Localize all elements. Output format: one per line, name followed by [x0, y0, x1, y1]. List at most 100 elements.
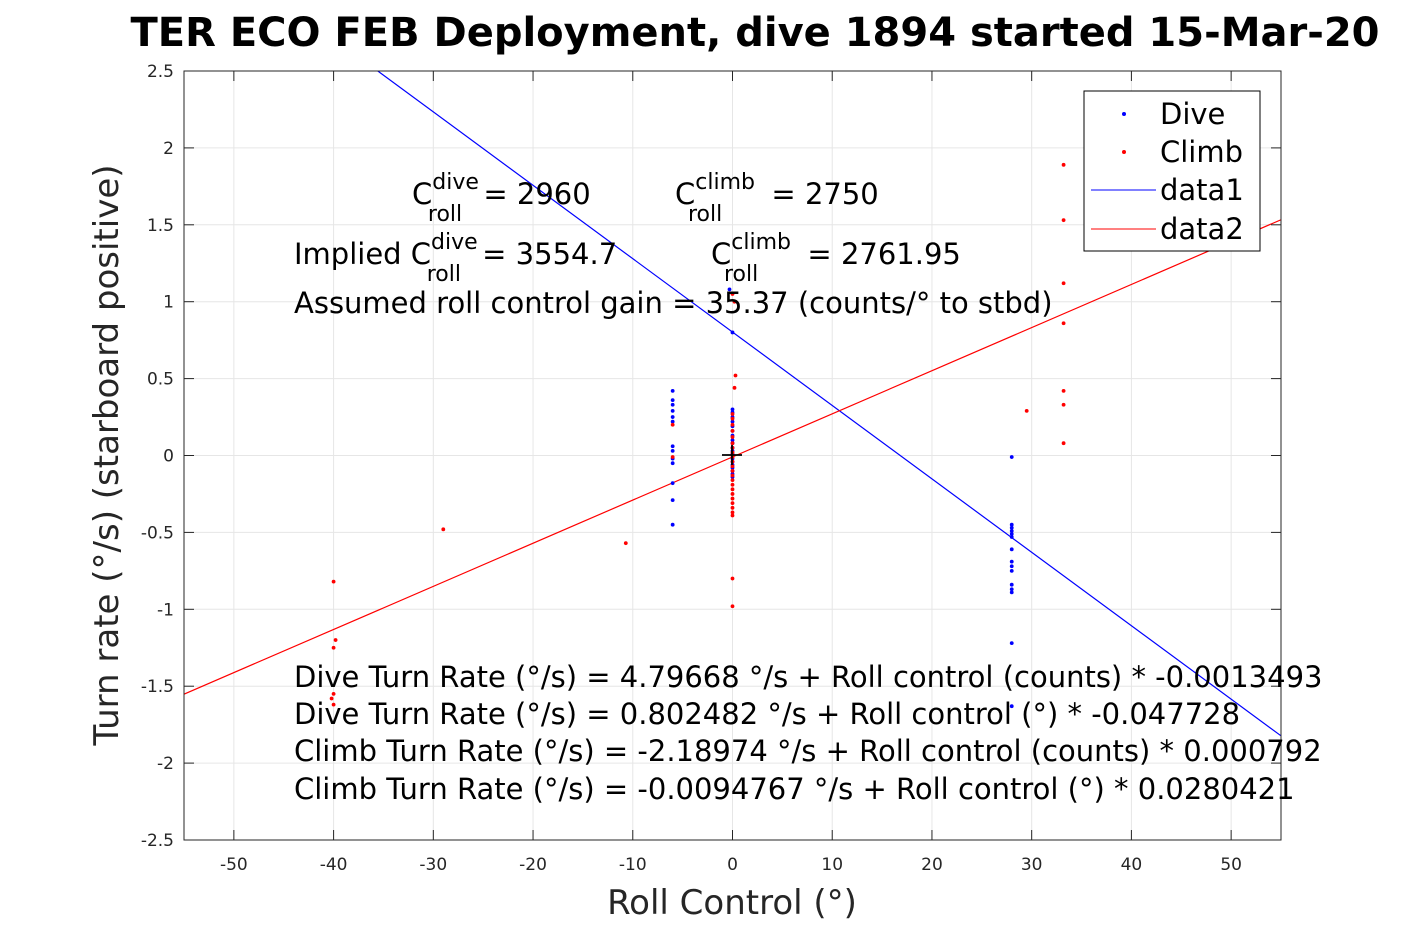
x-tick-label: 0: [727, 855, 738, 875]
dive-point: [1009, 564, 1014, 569]
climb-point: [730, 435, 735, 439]
climb-point: [1024, 408, 1029, 413]
x-tick-label: 50: [1220, 855, 1242, 875]
climb-point: [1061, 281, 1066, 286]
climb-point: [730, 292, 735, 296]
dive-point: [730, 330, 735, 335]
climb-point: [331, 645, 336, 650]
climb-point: [730, 464, 735, 469]
legend-box: [1083, 90, 1261, 252]
dive-point: [1009, 704, 1014, 709]
y-tick-label: -1.5: [141, 677, 174, 697]
y-tick-label: 0.5: [147, 370, 174, 390]
annotation-gain: Assumed roll control gain = 35.37 (count…: [294, 286, 1053, 320]
climb-point: [730, 505, 735, 510]
dive-point: [670, 498, 675, 503]
dive-point: [1009, 532, 1014, 536]
dive-point: [1009, 559, 1014, 564]
x-tick-label: -10: [619, 855, 647, 875]
dive-point: [1009, 455, 1014, 459]
climb-point: [730, 441, 735, 446]
dive-point: [670, 461, 675, 466]
climb-point: [1061, 389, 1066, 393]
climb-point: [333, 638, 338, 642]
climb-point: [1061, 321, 1066, 326]
dive-point: [1009, 641, 1014, 646]
dive-point: [670, 389, 675, 393]
annotation-eq3: Climb Turn Rate (°/s) = -2.18974 °/s + R…: [294, 734, 1322, 768]
legend-climb-label: Climb: [1160, 135, 1243, 169]
climb-point: [730, 473, 735, 478]
climb-point: [730, 468, 735, 473]
dive-point: [1009, 547, 1014, 552]
dive-point: [1009, 522, 1014, 527]
y-tick-label: -0.5: [141, 523, 174, 543]
climb-point: [1061, 218, 1066, 223]
dive-point: [730, 419, 735, 424]
annotation-eq1: Dive Turn Rate (°/s) = 4.79668 °/s + Rol…: [294, 660, 1322, 694]
y-tick-label: 1.5: [147, 216, 174, 236]
x-tick-label: 20: [921, 855, 943, 875]
climb-point: [331, 702, 336, 707]
climb-point: [730, 428, 735, 433]
origin-marker: [722, 445, 742, 465]
legend-dive-marker: [1122, 112, 1126, 116]
climb-point: [1061, 162, 1066, 167]
climb-point: [1061, 402, 1066, 407]
climb-point: [1061, 441, 1066, 446]
climb-point: [730, 422, 735, 427]
dive-point: [670, 448, 675, 453]
legend-climb-marker: [1122, 150, 1126, 154]
climb-point: [670, 422, 675, 427]
legend-dive-label: Dive: [1160, 97, 1225, 131]
dive-point: [670, 408, 675, 413]
dive-point: [730, 438, 735, 443]
y-axis-label: Turn rate (°/s) (starboard positive): [87, 164, 127, 746]
climb-point: [730, 496, 735, 501]
climb-point: [441, 527, 446, 532]
dive-point: [1009, 525, 1014, 530]
climb-point: [730, 492, 735, 496]
climb-point: [733, 373, 738, 378]
climb-point: [730, 510, 735, 515]
y-tick-label: 2: [163, 139, 174, 159]
dive-point: [1009, 590, 1014, 595]
chart-title: TER ECO FEB Deployment, dive 1894 starte…: [130, 10, 1379, 56]
climb-point: [732, 385, 737, 390]
x-tick-label: -40: [320, 855, 348, 875]
y-tick-label: 1: [163, 293, 174, 313]
x-tick-label: 10: [821, 855, 843, 875]
legend: Dive Climb data1 data2: [1083, 90, 1261, 252]
y-tick-label: 0: [163, 447, 174, 467]
climb-point: [730, 416, 735, 421]
dive-point: [1009, 582, 1014, 587]
x-tick-label: 30: [1021, 855, 1043, 875]
dive-point: [670, 398, 675, 403]
climb-point: [730, 576, 735, 581]
y-tick-label: 2.5: [147, 62, 174, 82]
climb-point: [730, 501, 735, 506]
dive-point: [670, 415, 675, 419]
y-tick-label: -2: [157, 754, 174, 774]
x-tick-label: 40: [1121, 855, 1143, 875]
x-tick-label: -30: [419, 855, 447, 875]
climb-point: [732, 299, 737, 304]
y-tick-label: -2.5: [141, 831, 174, 851]
annotation-implied-climb: Cclimb roll = 2761.95: [711, 230, 961, 287]
legend-data1-label: data1: [1160, 173, 1244, 207]
dive-point: [670, 419, 675, 424]
dive-point: [1009, 528, 1014, 533]
climb-point: [730, 513, 735, 518]
x-tick-label: -20: [519, 855, 547, 875]
annotation-eq4: Climb Turn Rate (°/s) = -0.0094767 °/s +…: [294, 772, 1295, 806]
climb-point: [730, 412, 735, 416]
dive-point: [670, 444, 675, 449]
x-axis-label: Roll Control (°): [607, 883, 857, 923]
climb-point: [331, 691, 336, 696]
annotation-implied-dive: Implied Cdive roll = 3554.7: [294, 230, 617, 287]
dive-point: [1009, 568, 1014, 573]
dive-point: [670, 522, 675, 527]
annotation-c-roll-climb: Cclimb roll = 2750: [675, 170, 879, 227]
annotation-eq2: Dive Turn Rate (°/s) = 0.802482 °/s + Ro…: [294, 697, 1240, 731]
